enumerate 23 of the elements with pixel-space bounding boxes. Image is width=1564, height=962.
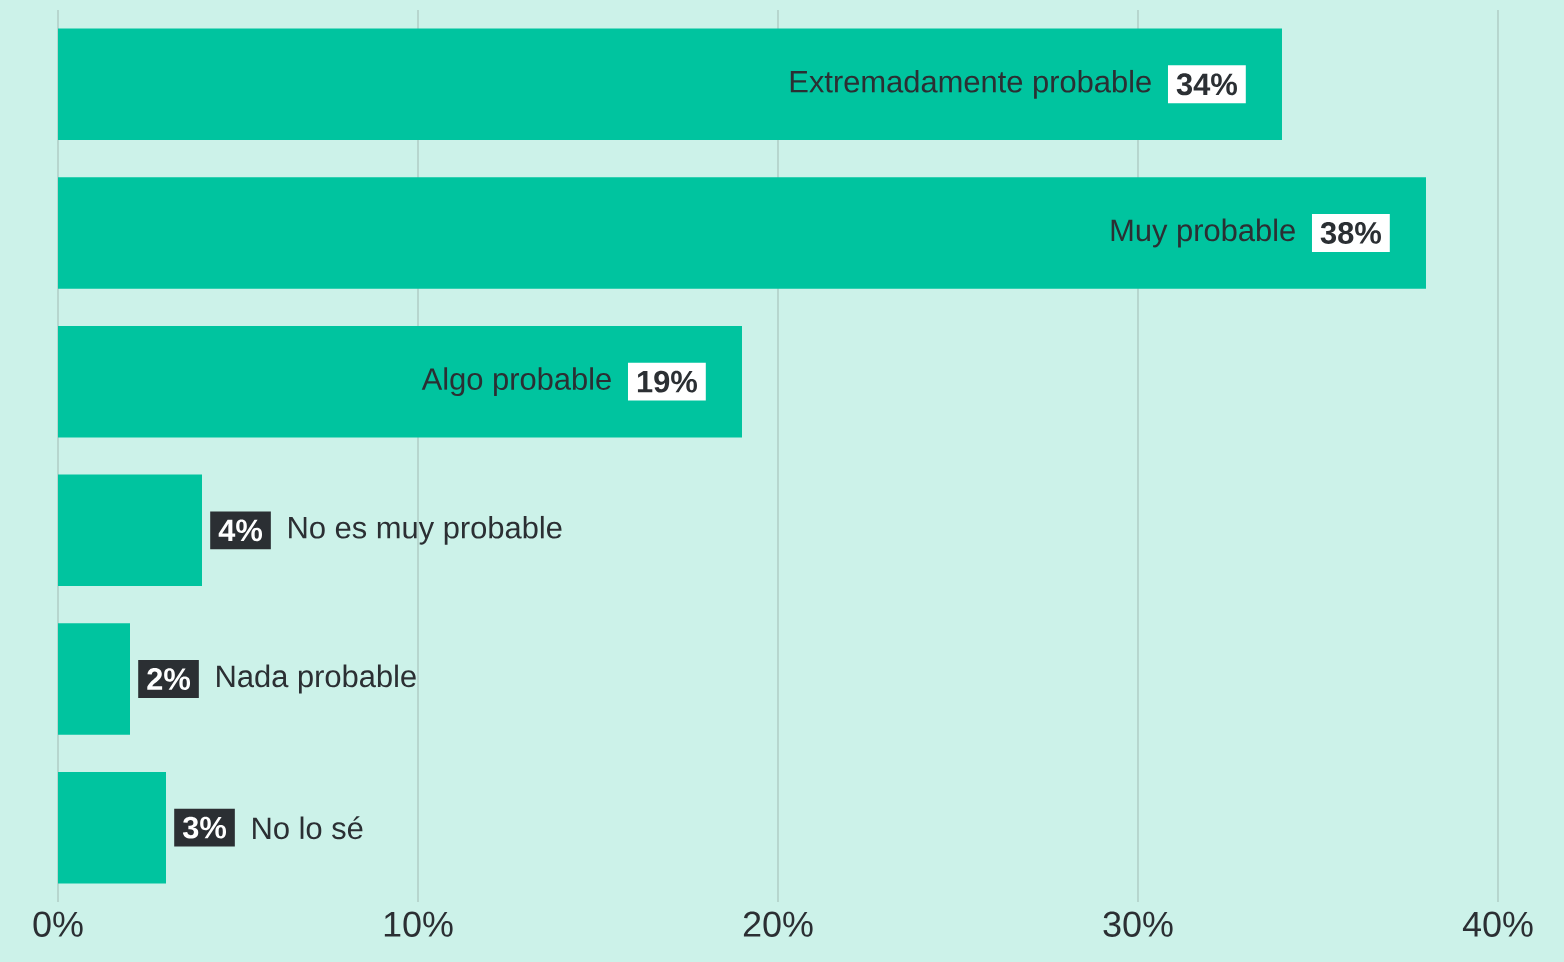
data-label: 4% xyxy=(218,519,263,542)
bar xyxy=(58,325,742,438)
bar xyxy=(58,771,166,884)
data-label: 38% xyxy=(1320,222,1381,244)
data-label: 19% xyxy=(637,370,697,393)
data-label: 3% xyxy=(182,816,227,839)
y-tick-label: Nada probable xyxy=(217,664,416,694)
bar xyxy=(58,623,130,735)
y-tick-label: No es muy probable xyxy=(289,515,562,545)
x-tick-label: 30% xyxy=(1103,911,1173,937)
data-label: 34% xyxy=(1176,73,1237,96)
y-tick-label: Algo probable xyxy=(421,367,611,397)
x-tick-label: 20% xyxy=(743,911,813,937)
bar xyxy=(58,28,1282,141)
y-tick-label: Extremadamente probable xyxy=(790,69,1151,99)
bar xyxy=(58,474,202,587)
x-tick-label: 40% xyxy=(1462,911,1533,937)
x-tick-label: 0% xyxy=(33,911,83,937)
y-tick-label: Muy probable xyxy=(1111,218,1295,248)
y-tick-label: No lo sé xyxy=(253,816,363,840)
x-tick-label: 10% xyxy=(384,911,453,937)
bar xyxy=(58,177,1426,289)
data-label: 2% xyxy=(147,668,191,690)
